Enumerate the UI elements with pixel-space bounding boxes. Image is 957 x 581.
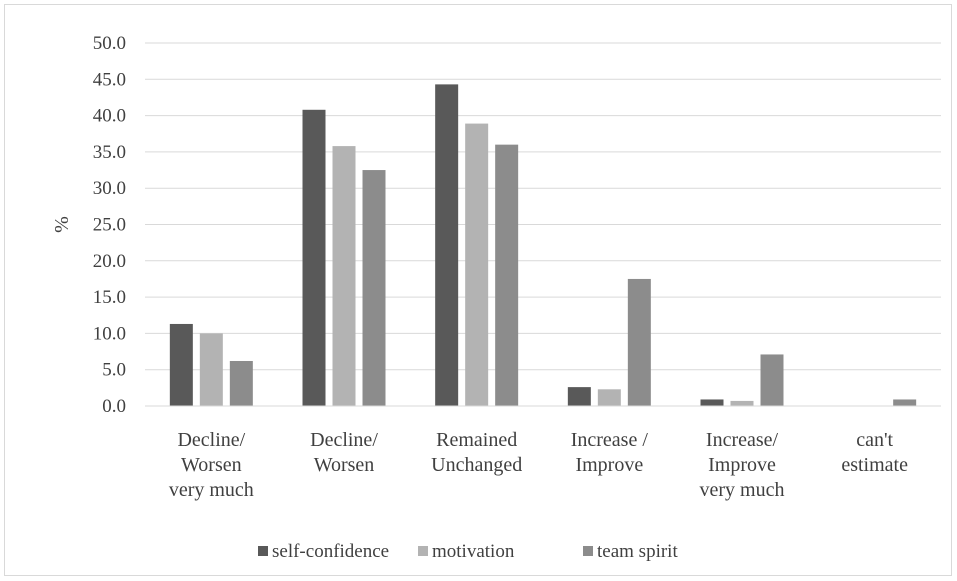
bar-self-confidence (567, 387, 591, 406)
y-tick-label: 30.0 (93, 178, 126, 199)
y-tick-label: 35.0 (93, 142, 126, 163)
x-category-label: Decline/Worsen very much (169, 429, 254, 501)
bar-team-spirit (627, 278, 651, 406)
y-axis-label: % (51, 216, 73, 233)
legend-swatch (418, 546, 428, 556)
y-tick-label: 40.0 (93, 106, 126, 127)
bar-self-confidence (435, 84, 459, 406)
bar-motivation (332, 146, 356, 407)
bar-team-spirit (893, 399, 917, 406)
y-tick-label: 15.0 (93, 287, 126, 308)
bar-team-spirit (760, 354, 784, 406)
y-tick-label: 5.0 (102, 360, 126, 381)
x-category-label: can't estimate (841, 429, 908, 476)
y-tick-label: 20.0 (93, 251, 126, 272)
legend-swatch (258, 546, 268, 556)
x-category-label: Increase / Improve (571, 429, 649, 476)
bar-motivation (199, 333, 223, 406)
bar-self-confidence (302, 109, 326, 407)
legend-label: team spirit (597, 541, 678, 562)
y-tick-label: 0.0 (102, 396, 126, 417)
bar-team-spirit (495, 144, 519, 406)
x-category-label: Increase/Improve very much (700, 429, 785, 501)
bar-motivation (597, 389, 621, 406)
bar-team-spirit (229, 360, 253, 406)
y-tick-label: 10.0 (93, 323, 126, 344)
bar-motivation (465, 123, 489, 406)
legend-label: motivation (432, 541, 515, 562)
bar-motivation (730, 400, 754, 406)
y-tick-label: 25.0 (93, 215, 126, 236)
x-category-label: Remained Unchanged (431, 429, 522, 476)
y-tick-label: 50.0 (93, 33, 126, 54)
x-category-label: Decline/Worsen (310, 429, 378, 476)
bar-team-spirit (362, 170, 386, 406)
legend-label: self-confidence (272, 541, 389, 562)
bar-self-confidence (700, 399, 724, 406)
y-tick-label: 45.0 (93, 69, 126, 90)
legend-swatch (583, 546, 593, 556)
bar-self-confidence (169, 323, 193, 406)
